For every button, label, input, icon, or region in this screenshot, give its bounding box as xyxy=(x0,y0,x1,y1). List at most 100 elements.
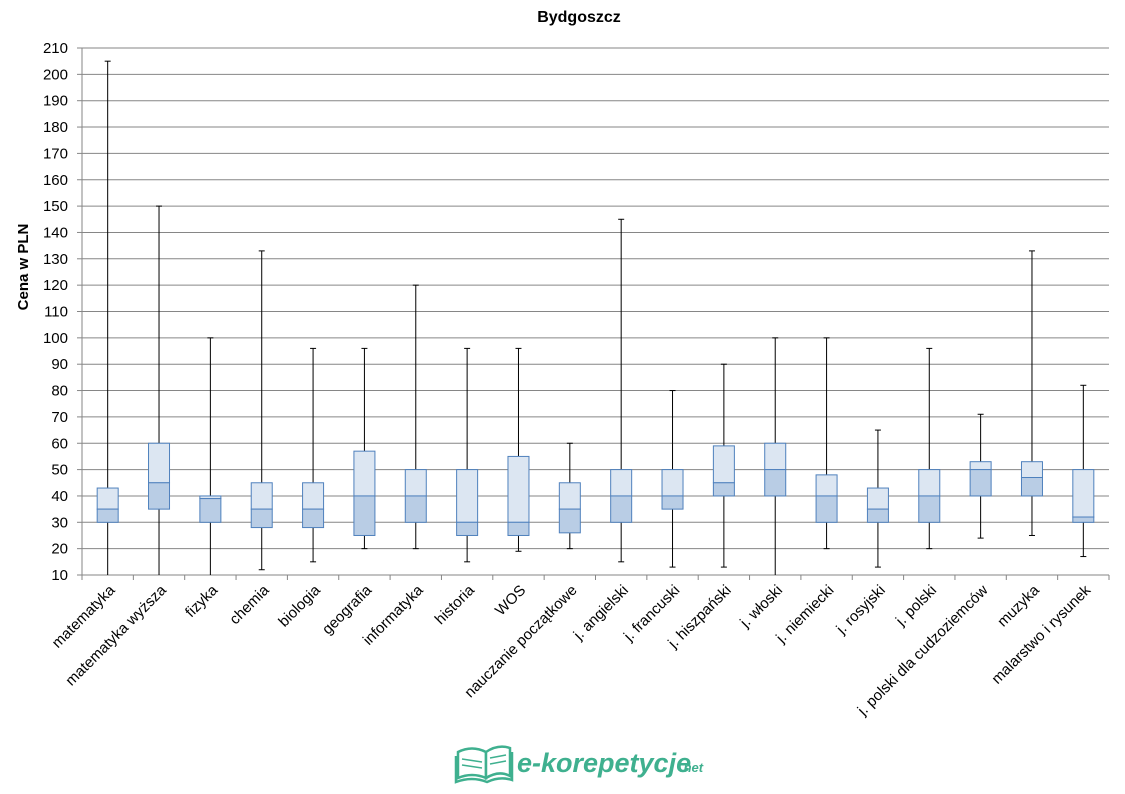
y-tick-label: 150 xyxy=(43,198,68,215)
box-upper-q3-median xyxy=(148,442,171,484)
box-lower-median-q1 xyxy=(250,508,273,529)
box-upper-q3-median xyxy=(866,487,889,510)
box-9 xyxy=(558,442,581,550)
logo-suffix-text: .net xyxy=(680,760,704,775)
x-tick-label: chemia xyxy=(226,581,273,628)
box-19 xyxy=(1072,384,1095,558)
box-3 xyxy=(250,250,273,571)
x-tick-label: malarstwo i rysunek xyxy=(988,581,1094,687)
box-14 xyxy=(815,337,838,550)
box-lower-median-q1 xyxy=(661,495,684,510)
x-tick-label: WOS xyxy=(492,582,529,619)
box-10 xyxy=(610,218,633,563)
chart-title: Bydgoszcz xyxy=(537,9,621,26)
box-lower-median-q1 xyxy=(558,508,581,534)
box-upper-q3-median xyxy=(969,461,992,471)
x-tick-label: historia xyxy=(432,581,479,628)
x-tick-label: fizyka xyxy=(182,581,222,621)
box-lower-median-q1 xyxy=(815,495,838,523)
y-tick-label: 110 xyxy=(44,304,68,321)
box-lower-median-q1 xyxy=(610,495,633,523)
y-tick-label: 190 xyxy=(43,93,68,110)
box-0 xyxy=(96,60,119,575)
box-6 xyxy=(404,284,427,550)
box-upper-q3-median xyxy=(1020,461,1043,479)
box-lower-median-q1 xyxy=(199,498,222,523)
box-upper-q3-median xyxy=(96,487,119,510)
box-upper-q3-median xyxy=(661,469,684,497)
box-lower-median-q1 xyxy=(1072,516,1095,523)
x-tick-label: j. rosyjski xyxy=(832,582,888,638)
y-axis-title: Cena w PLN xyxy=(15,224,32,311)
y-tick-label: 70 xyxy=(51,409,68,426)
y-tick-label: 90 xyxy=(51,356,68,373)
box-upper-q3-median xyxy=(250,482,273,510)
x-tick-label: muzyka xyxy=(994,581,1043,630)
y-tick-label: 100 xyxy=(43,330,68,347)
box-upper-q3-median xyxy=(302,482,325,510)
y-tick-label: 120 xyxy=(43,277,68,294)
y-tick-label: 20 xyxy=(51,541,68,558)
box-lower-median-q1 xyxy=(1020,477,1043,497)
box-upper-q3-median xyxy=(815,474,838,497)
box-17 xyxy=(969,413,992,539)
y-tick-label: 50 xyxy=(51,462,68,479)
y-tick-label: 10 xyxy=(51,567,68,584)
y-tick-label: 140 xyxy=(43,224,68,241)
y-tick-label: 80 xyxy=(51,383,68,400)
box-8 xyxy=(507,347,530,552)
y-tick-label: 200 xyxy=(43,66,68,83)
y-tick-label: 210 xyxy=(43,40,68,57)
logo-brand-text: e-korepetycje xyxy=(517,748,691,778)
box-upper-q3-median xyxy=(610,469,633,497)
box-upper-q3-median xyxy=(1072,469,1095,518)
box-upper-q3-median xyxy=(558,482,581,510)
y-tick-label: 170 xyxy=(43,145,68,162)
x-tick-label: j. włoski xyxy=(736,582,786,632)
box-upper-q3-median xyxy=(712,445,735,484)
gridlines xyxy=(82,47,1109,550)
box-lower-median-q1 xyxy=(404,495,427,523)
box-1 xyxy=(148,205,171,575)
box-5 xyxy=(353,347,376,550)
box-4 xyxy=(302,347,325,563)
box-13 xyxy=(764,337,787,575)
box-lower-median-q1 xyxy=(918,495,941,523)
box-upper-q3-median xyxy=(456,469,479,523)
box-upper-q3-median xyxy=(764,442,787,471)
box-lower-median-q1 xyxy=(712,482,735,497)
box-lower-median-q1 xyxy=(866,508,889,523)
box-upper-q3-median xyxy=(507,455,530,523)
box-lower-median-q1 xyxy=(302,508,325,529)
box-7 xyxy=(456,347,479,563)
box-12 xyxy=(712,363,735,568)
box-lower-median-q1 xyxy=(969,469,992,497)
box-upper-q3-median xyxy=(353,450,376,497)
box-lower-median-q1 xyxy=(764,469,787,497)
y-tick-label: 180 xyxy=(43,119,68,136)
y-tick-label: 130 xyxy=(43,251,68,268)
box-series xyxy=(96,60,1095,575)
x-tick-label: matematyka wyższa xyxy=(62,581,170,689)
box-upper-q3-median xyxy=(918,469,941,497)
y-tick-label: 40 xyxy=(51,488,68,505)
x-tick-label: j. polski xyxy=(892,582,940,630)
axes xyxy=(81,48,1110,580)
box-lower-median-q1 xyxy=(456,521,479,536)
box-lower-median-q1 xyxy=(353,495,376,536)
box-2 xyxy=(199,337,222,575)
box-upper-q3-median xyxy=(404,469,427,497)
x-tick-label: biologia xyxy=(275,581,324,630)
box-lower-median-q1 xyxy=(507,521,530,536)
y-axis-ticks: 10 20 30 40 50 60 70 80 90 100 110 120 130 140 150 160 1… xyxy=(43,40,82,584)
open-book-icon xyxy=(454,745,514,784)
box-11 xyxy=(661,390,684,568)
y-tick-label: 60 xyxy=(51,435,68,452)
y-tick-label: 160 xyxy=(43,172,68,189)
box-16 xyxy=(918,347,941,550)
box-lower-median-q1 xyxy=(148,482,171,510)
box-18 xyxy=(1020,250,1043,536)
y-tick-label: 30 xyxy=(51,514,68,531)
